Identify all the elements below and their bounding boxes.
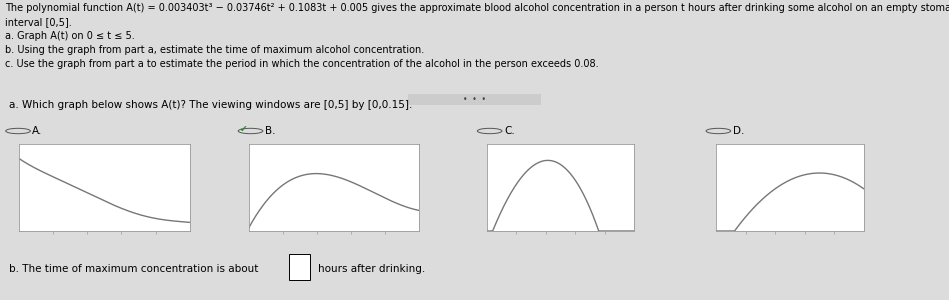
Text: hours after drinking.: hours after drinking.: [318, 264, 425, 274]
Text: The polynomial function A(t) = 0.003403t³ − 0.03746t² + 0.1083t + 0.005 gives th: The polynomial function A(t) = 0.003403t…: [5, 3, 949, 69]
Text: B.: B.: [265, 126, 275, 136]
Text: C.: C.: [504, 126, 514, 136]
Text: ✔: ✔: [240, 125, 248, 134]
Text: A.: A.: [32, 126, 43, 136]
Text: •  •  •: • • •: [463, 95, 486, 104]
FancyBboxPatch shape: [289, 254, 310, 280]
Text: a. Which graph below shows A(t)? The viewing windows are [0,5] by [0,0.15].: a. Which graph below shows A(t)? The vie…: [9, 100, 413, 110]
Text: D.: D.: [733, 126, 744, 136]
Text: b. The time of maximum concentration is about: b. The time of maximum concentration is …: [9, 264, 259, 274]
